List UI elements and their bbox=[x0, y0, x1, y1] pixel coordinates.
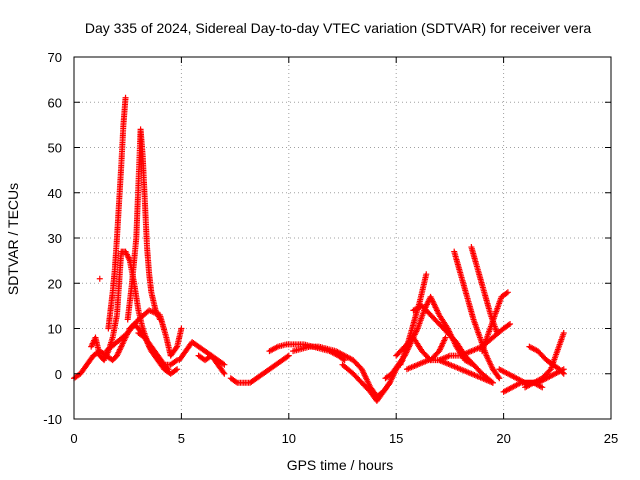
data-point bbox=[504, 289, 511, 296]
series-arc3 bbox=[105, 94, 129, 332]
data-point bbox=[505, 321, 512, 328]
data-point bbox=[173, 344, 180, 351]
y-axis-ticks: -10 0 10 20 30 40 50 60 70 bbox=[43, 50, 611, 427]
series-single1 bbox=[96, 275, 103, 282]
series-arc9 bbox=[227, 352, 292, 386]
series-arc17 bbox=[403, 357, 496, 386]
series-arc25 bbox=[522, 330, 567, 391]
data-point bbox=[285, 352, 292, 359]
data-point bbox=[386, 379, 393, 386]
data-point bbox=[221, 370, 228, 377]
y-tick-label: 10 bbox=[48, 322, 62, 337]
series-arc8 bbox=[195, 352, 228, 377]
y-tick-label: 60 bbox=[48, 95, 62, 110]
data-point bbox=[178, 325, 185, 332]
y-tick-label: 40 bbox=[48, 186, 62, 201]
data-point bbox=[122, 94, 129, 101]
x-tick-label: 25 bbox=[604, 431, 618, 446]
data-point bbox=[560, 330, 567, 337]
data-point bbox=[385, 381, 392, 388]
data-point bbox=[442, 334, 449, 341]
data-point bbox=[496, 375, 503, 382]
x-tick-label: 10 bbox=[282, 431, 296, 446]
series-arc6 bbox=[135, 330, 181, 368]
data-point bbox=[503, 290, 510, 297]
data-point bbox=[539, 384, 546, 391]
data-point bbox=[560, 370, 567, 377]
data-point bbox=[232, 378, 239, 385]
grid bbox=[74, 57, 611, 419]
data-point bbox=[220, 369, 227, 376]
series-arc15 bbox=[393, 334, 449, 364]
data-point bbox=[174, 366, 181, 373]
data-point bbox=[423, 271, 430, 278]
chart-title: Day 335 of 2024, Sidereal Day-to-day VTE… bbox=[85, 20, 591, 36]
data-point bbox=[559, 369, 566, 376]
data-point bbox=[495, 373, 502, 380]
data-point bbox=[507, 320, 514, 327]
series-arc5 bbox=[103, 307, 185, 359]
series-arc21 bbox=[436, 320, 514, 364]
data-point bbox=[172, 367, 179, 374]
data-point bbox=[284, 353, 291, 360]
data-point bbox=[172, 358, 179, 365]
y-axis-label: SDTVAR / TECUs bbox=[5, 183, 21, 295]
x-tick-label: 20 bbox=[496, 431, 510, 446]
x-tick-label: 15 bbox=[389, 431, 403, 446]
data-point bbox=[96, 275, 103, 282]
data-point bbox=[220, 360, 227, 367]
data-point bbox=[489, 379, 496, 386]
series-arc24 bbox=[526, 343, 567, 377]
x-axis-ticks: 0 5 10 15 20 25 bbox=[70, 57, 618, 446]
y-tick-label: 20 bbox=[48, 276, 62, 291]
y-tick-label: 30 bbox=[48, 231, 62, 246]
y-tick-label: 50 bbox=[48, 141, 62, 156]
x-tick-label: 0 bbox=[70, 431, 77, 446]
y-tick-label: 70 bbox=[48, 50, 62, 65]
data-point bbox=[221, 361, 228, 368]
y-tick-label: -10 bbox=[43, 412, 62, 427]
data-points bbox=[71, 94, 567, 404]
y-tick-label: 0 bbox=[55, 367, 62, 382]
series-arc4 bbox=[124, 126, 163, 323]
x-axis-label: GPS time / hours bbox=[287, 457, 394, 473]
series-arc12 bbox=[339, 361, 393, 404]
x-tick-label: 5 bbox=[178, 431, 185, 446]
